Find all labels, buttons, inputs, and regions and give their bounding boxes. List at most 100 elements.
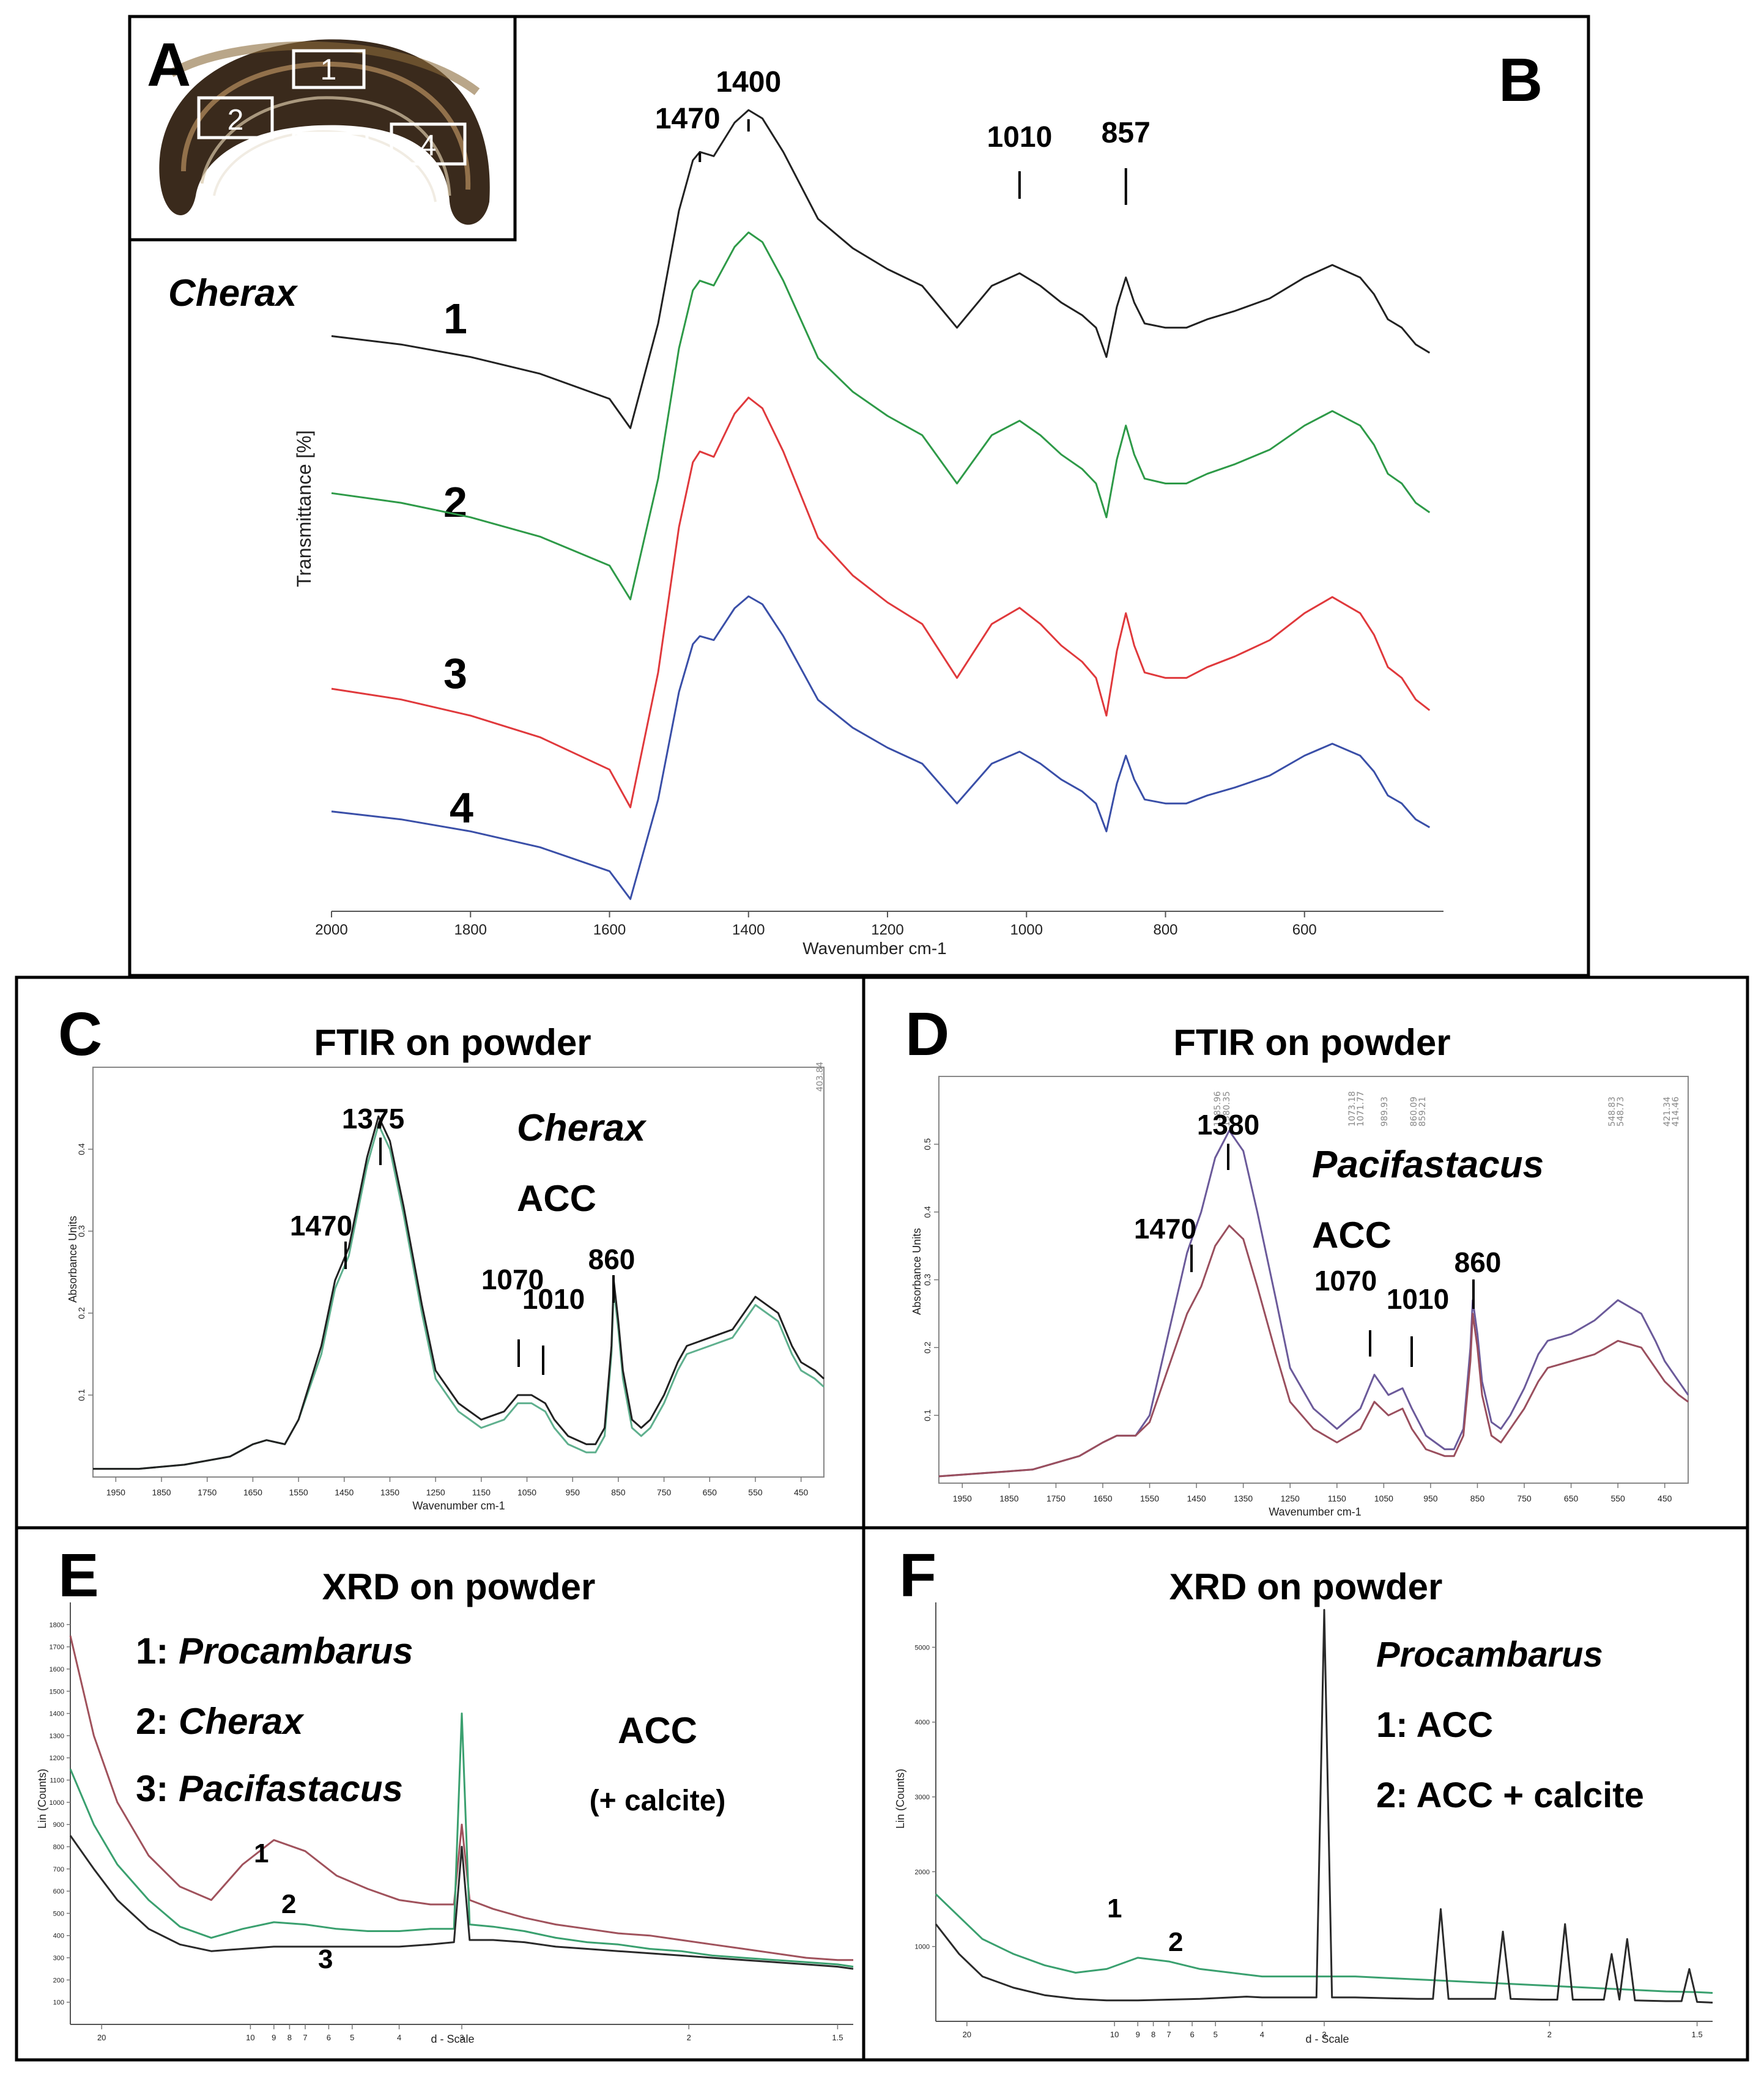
xtick-label: 10 (246, 2033, 254, 2042)
panel-d-ylabel: Absorbance Units (911, 1228, 923, 1315)
xtick-label: 1.5 (1692, 2030, 1703, 2039)
ytick-label: 1000 (915, 1944, 930, 1951)
ytick-label: 0.4 (76, 1143, 86, 1155)
panel-f-title: XRD on powder (1169, 1566, 1443, 1607)
xtick-label: 8 (287, 2033, 292, 2042)
xtick-label: 650 (703, 1487, 717, 1497)
xtick-label: 3 (459, 2033, 464, 2042)
panel-d-species: Pacifastacus (1312, 1144, 1544, 1186)
panel-b-curve-label-1: 1 (443, 295, 467, 342)
xtick-label: 1050 (1374, 1494, 1393, 1503)
panel-f-line-2: 2: ACC + calcite (1376, 1775, 1644, 1815)
xtick-label: 950 (566, 1487, 580, 1497)
panel-c-xlabel: Wavenumber cm-1 (412, 1500, 505, 1512)
panel-e-ticks: 20 10 9 8 7 6 5 4 3 2 1.51002003004005006007008009… (50, 1621, 843, 2042)
region-box-2 (197, 96, 274, 139)
peak-label: 1070 (1314, 1265, 1377, 1297)
xtick-label: 8 (1151, 2030, 1155, 2039)
panel-e-series (69, 1635, 854, 1970)
panel-e-curve-label-2: 2 (281, 1889, 296, 1919)
panel-e-acc: ACC (618, 1710, 697, 1751)
peak-label: 1070 (481, 1264, 544, 1295)
panel-b-xtick-label: 800 (1153, 922, 1177, 938)
panel-b-peak-label: 857 (1102, 117, 1151, 149)
panel-c-corner-label: 403.84 (815, 1062, 825, 1092)
panel-e-calcite: (+ calcite) (590, 1785, 726, 1817)
region-box-1 (292, 49, 366, 89)
peak-label: 1380 (1197, 1109, 1259, 1141)
ytick-label: 0.3 (922, 1274, 932, 1286)
panel-e-series-3 (69, 1835, 854, 1970)
panel-d-peak-value: 548.83 (1607, 1097, 1617, 1127)
panel-b-xtick-label: 1400 (732, 922, 765, 938)
panel-c-letter: C (58, 1000, 102, 1068)
peak-label: 1010 (1387, 1283, 1449, 1315)
ytick-label: 0.4 (922, 1206, 932, 1218)
ytick-label: 0.3 (76, 1225, 86, 1237)
xtick-label: 1950 (953, 1494, 972, 1503)
panel-e-letter: E (58, 1541, 99, 1610)
panel-d-peak-value: 989.93 (1380, 1097, 1390, 1127)
xtick-label: 1450 (335, 1487, 354, 1497)
panel-f-letter: F (899, 1541, 936, 1610)
xtick-label: 9 (272, 2033, 276, 2042)
xtick-label: 1650 (243, 1487, 262, 1497)
ytick-label: 0.5 (922, 1138, 932, 1150)
panel-d-peak-value: 860.09 (1409, 1097, 1419, 1127)
panel-b-series-1 (331, 109, 1431, 429)
panel-d-peak-value: 1073.18 (1347, 1091, 1357, 1127)
panel-c-ylabel: Absorbance Units (67, 1216, 79, 1303)
panel-b-letter: B (1499, 46, 1543, 114)
panel-e-title: XRD on powder (322, 1566, 596, 1607)
ytick-label: 100 (53, 1999, 64, 2007)
panel-f-frame (862, 1526, 1749, 2062)
xtick-label: 3 (1322, 2030, 1326, 2039)
panel-d-peak-value: 414.46 (1671, 1097, 1681, 1127)
panel-f-series-2 (935, 1609, 1713, 2004)
region-box-4 (390, 122, 467, 166)
panel-c-material: ACC (517, 1178, 596, 1219)
panel-b-peak-label: 1400 (716, 66, 781, 98)
panel-d-series-upper (938, 1130, 1689, 1478)
xtick-label: 1850 (152, 1487, 171, 1497)
ytick-label: 1100 (50, 1777, 64, 1785)
xtick-label: 450 (1658, 1494, 1672, 1503)
ytick-label: 1200 (50, 1755, 64, 1762)
ytick-label: 3000 (915, 1794, 930, 1801)
panel-b-xlabel: Wavenumber cm-1 (802, 939, 946, 958)
panel-f-ylabel: Lin (Counts) (894, 1769, 906, 1829)
xtick-label: 850 (1470, 1494, 1485, 1503)
panel-c-species: Cherax (517, 1107, 647, 1149)
panel-b-curve-label-3: 3 (443, 650, 467, 697)
panel-f-series-1 (935, 1894, 1713, 1994)
xtick-label: 20 (963, 2030, 971, 2039)
xtick-label: 1850 (999, 1494, 1018, 1503)
xtick-label: 6 (1190, 2030, 1194, 2039)
xtick-label: 7 (303, 2033, 307, 2042)
panel-e-legend-1: 1: Procambarus (136, 1631, 413, 1672)
xtick-label: 10 (1110, 2030, 1119, 2039)
panel-b-markers: 1470 1400 1010 857 (655, 66, 1151, 205)
panel-d-material: ACC (1312, 1215, 1392, 1256)
panel-b-xtick-label: 600 (1292, 922, 1317, 938)
xtick-label: 5 (350, 2033, 354, 2042)
ytick-label: 0.2 (76, 1307, 86, 1319)
panel-b-xtick-label: 1000 (1010, 922, 1043, 938)
panel-c-series-dark (93, 1115, 825, 1470)
panel-b-xticks: 2000 1800 1600 1400 1200 1000 800 600 (315, 911, 1317, 938)
panel-c-series (93, 1115, 825, 1470)
panel-d-peak-value: 548.73 (1616, 1097, 1626, 1127)
xtick-label: 5 (1214, 2030, 1218, 2039)
ytick-label: 1500 (50, 1688, 64, 1695)
xtick-label: 850 (611, 1487, 626, 1497)
ytick-label: 1800 (50, 1621, 64, 1629)
ytick-label: 0.2 (922, 1341, 932, 1353)
xtick-label: 20 (97, 2033, 106, 2042)
region-label-1: 1 (321, 54, 337, 86)
xtick-label: 1350 (380, 1487, 399, 1497)
peak-label: 1470 (1134, 1213, 1196, 1245)
panel-b-xtick-label: 1600 (593, 922, 626, 938)
peak-label: 1010 (522, 1283, 585, 1315)
